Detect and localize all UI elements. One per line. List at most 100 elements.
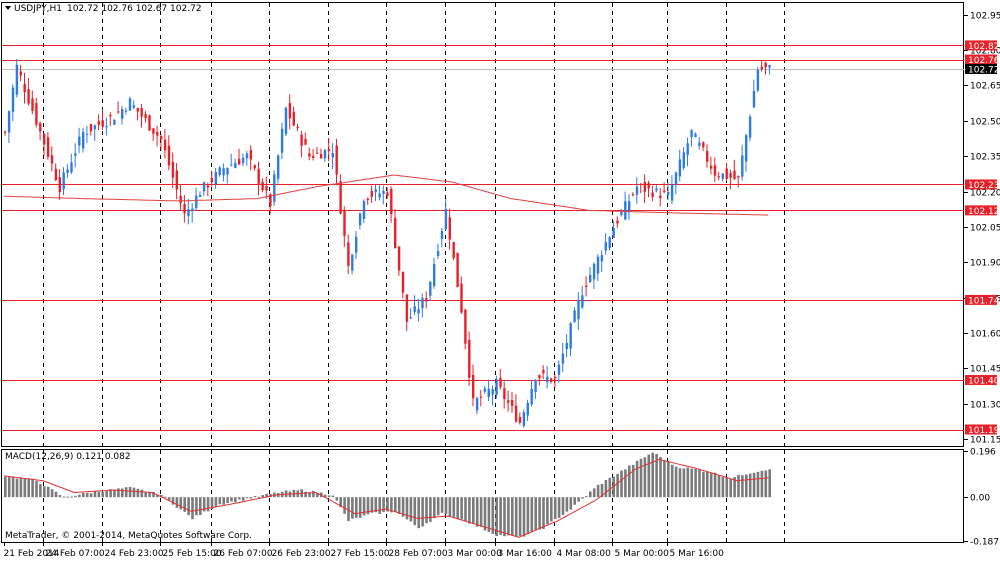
candle: [608, 235, 611, 251]
macd-bar: [15, 478, 19, 498]
macd-bar: [686, 467, 690, 498]
macd-bar: [405, 497, 409, 520]
price-tick-label: 101.60: [970, 330, 1000, 340]
candle: [596, 254, 600, 281]
candle: [639, 182, 643, 194]
macd-bar: [269, 493, 272, 498]
candle: [444, 198, 448, 231]
macd-bar: [370, 497, 374, 513]
candle: [335, 138, 338, 186]
macd-bar: [347, 497, 350, 522]
macd-bar: [226, 497, 229, 504]
candle: [15, 58, 19, 98]
level-price-label: 102.76: [965, 54, 1000, 66]
price-tick-label: 101.45: [970, 365, 1000, 375]
macd-bar: [538, 497, 541, 530]
candle: [530, 380, 533, 407]
symbol-label: USDJPY,H1: [14, 4, 62, 14]
macd-bar: [643, 457, 647, 498]
candle: [690, 129, 693, 147]
candle: [31, 90, 34, 115]
macd-bar: [374, 497, 378, 513]
candle: [160, 134, 163, 150]
candle: [507, 390, 510, 412]
macd-bar: [323, 494, 327, 498]
macd-bar: [308, 492, 311, 498]
macd-tick-label: 0.196: [970, 448, 996, 458]
macd-bar: [475, 497, 479, 527]
candle: [82, 128, 85, 153]
macd-bar: [694, 468, 697, 498]
price-tick-label: 102.50: [970, 118, 1000, 128]
moving-average-line: [3, 174, 769, 216]
macd-bar: [386, 497, 389, 512]
macd-bar: [148, 492, 151, 498]
candle: [456, 252, 459, 288]
time-tick-label: 4 Mar 08:00: [557, 549, 612, 559]
macd-bar: [503, 497, 506, 537]
candle: [409, 308, 412, 320]
macd-bar: [128, 486, 132, 498]
candles: [4, 58, 771, 428]
macd-bar: [429, 497, 432, 522]
macd-bar: [230, 497, 233, 502]
macd-bar: [585, 496, 588, 498]
candle: [487, 379, 490, 402]
macd-bar: [651, 452, 654, 498]
macd-bar: [140, 489, 144, 498]
macd-histogram: [4, 452, 771, 537]
time-tick-label: 5 Mar 00:00: [615, 549, 670, 559]
macd-bar: [339, 497, 342, 508]
time-tick-label: 27 Feb 15:00: [331, 549, 390, 559]
macd-bar: [273, 492, 276, 498]
time-tick-label: 21 Feb 2014: [4, 549, 60, 559]
price-tick-label: 102.35: [970, 153, 1000, 163]
candle: [288, 94, 292, 130]
macd-bar: [327, 495, 331, 498]
candle: [651, 185, 654, 202]
candle: [745, 133, 748, 172]
level-price-label: 102.82: [965, 40, 1000, 52]
candle: [284, 106, 288, 136]
time-tick-label: 5 Mar 16:00: [670, 549, 725, 559]
candle: [448, 208, 451, 250]
candle: [706, 144, 709, 168]
macd-bar: [366, 497, 370, 515]
candle: [542, 365, 545, 380]
candle: [4, 130, 7, 136]
candle: [557, 360, 561, 383]
macd-bar: [421, 497, 424, 527]
macd-bar: [550, 497, 553, 522]
macd-bar: [534, 497, 537, 530]
macd-bar: [682, 468, 686, 498]
macd-bar: [101, 492, 105, 498]
macd-bar: [156, 495, 159, 498]
macd-bar: [82, 492, 85, 498]
macd-bar: [433, 497, 436, 519]
macd-bar: [491, 497, 495, 534]
macd-bar: [741, 475, 744, 498]
svg-text:102.72: 102.72: [968, 65, 1000, 75]
candle: [737, 175, 740, 188]
macd-bar: [557, 497, 561, 518]
macd-bar: [66, 496, 69, 498]
macd-bar: [382, 497, 385, 512]
symbol-dropdown-icon[interactable]: [5, 6, 11, 10]
macd-bar: [655, 453, 658, 498]
candle: [7, 110, 11, 143]
candle: [635, 177, 639, 204]
candle: [522, 409, 526, 428]
macd-bar: [343, 497, 346, 514]
svg-text:102.76: 102.76: [968, 56, 1000, 66]
candle: [616, 216, 619, 229]
candle: [19, 64, 22, 82]
macd-bar: [464, 497, 467, 522]
macd-label: MACD(12,26,9) 0.121 0.082: [5, 452, 131, 462]
macd-bar: [27, 478, 30, 498]
macd-bar: [113, 489, 116, 498]
macd-bar: [70, 496, 73, 498]
candle: [195, 187, 198, 211]
candle: [425, 291, 428, 309]
macd-bar: [390, 497, 393, 513]
